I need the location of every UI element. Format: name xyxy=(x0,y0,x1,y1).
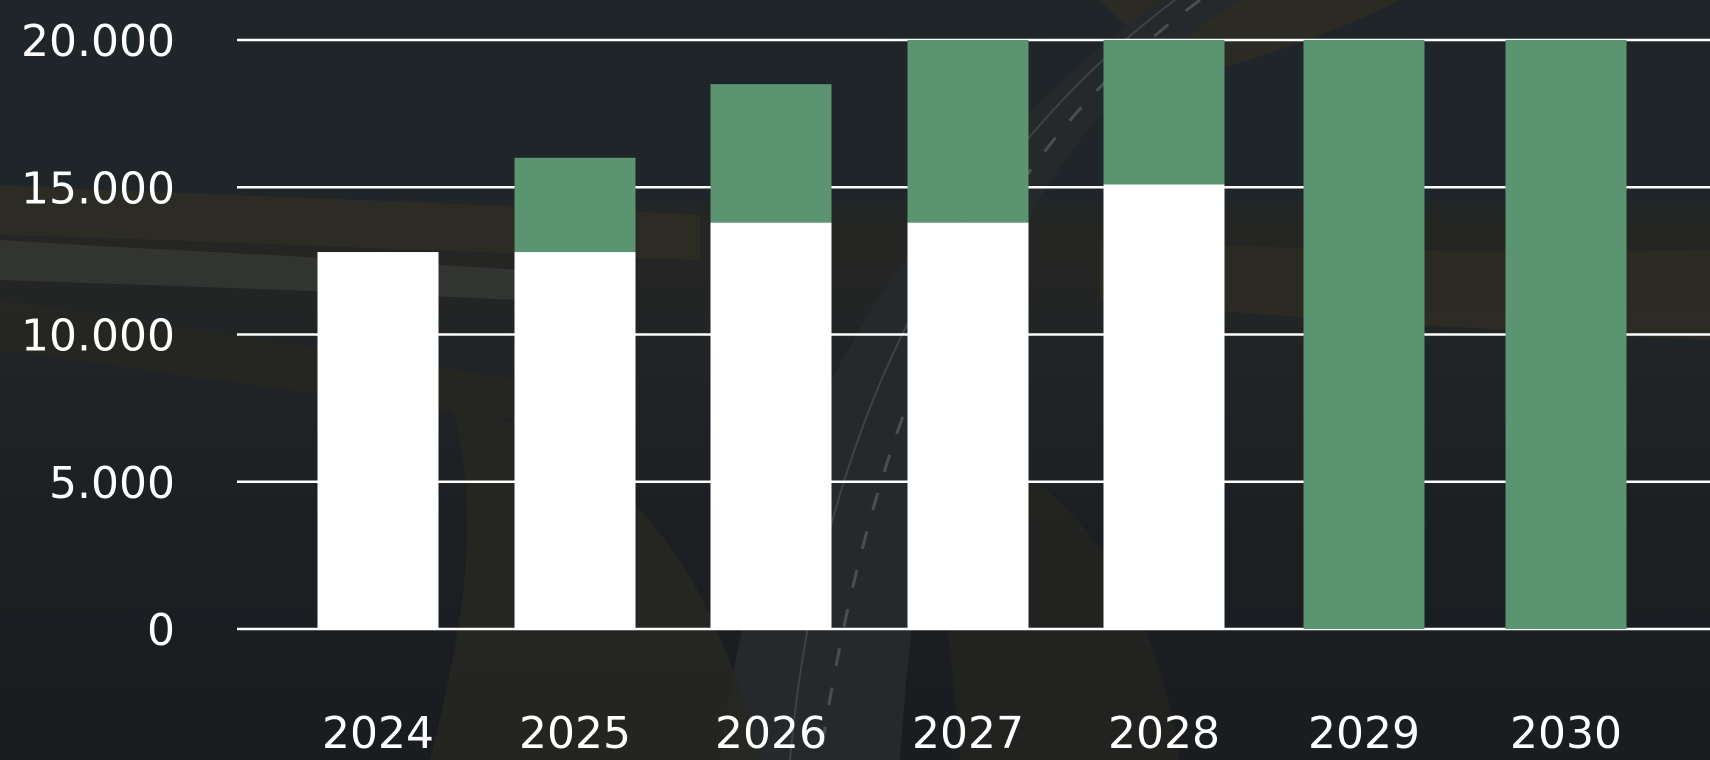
y-tick-label: 10.000 xyxy=(21,311,175,362)
x-tick-label: 2028 xyxy=(1108,708,1220,759)
x-tick-label: 2029 xyxy=(1308,708,1420,759)
bar-segment-2028-series-1 xyxy=(1103,184,1225,629)
x-axis-ticks: 2024 2025 2026 2027 2028 2029 2030 xyxy=(322,708,1622,759)
y-tick-label: 15.000 xyxy=(21,163,175,214)
bar-segment-2030-series-2 xyxy=(1505,40,1627,629)
x-tick-label: 2026 xyxy=(715,708,827,759)
bar-segment-2026-series-1 xyxy=(710,222,832,629)
y-tick-label: 0 xyxy=(147,605,175,656)
bar-segment-2027-series-1 xyxy=(907,222,1029,629)
bar-segment-2025-series-2 xyxy=(514,157,636,253)
x-tick-label: 2025 xyxy=(519,708,631,759)
x-tick-label: 2027 xyxy=(912,708,1024,759)
bar-segment-2028-series-2 xyxy=(1103,40,1225,185)
bar-segment-2027-series-2 xyxy=(907,40,1029,223)
x-tick-label: 2024 xyxy=(322,708,434,759)
bar-segment-2029-series-2 xyxy=(1303,40,1425,629)
bar-segment-2025-series-1 xyxy=(514,252,636,630)
bar-segment-2026-series-2 xyxy=(710,84,832,223)
bars xyxy=(317,40,1627,630)
y-tick-label: 5.000 xyxy=(49,458,175,509)
y-tick-label: 20.000 xyxy=(21,16,175,67)
bar-segment-2024-series-1 xyxy=(317,252,439,630)
y-axis-ticks: 0 5.000 10.000 15.000 20.000 xyxy=(21,16,175,656)
x-tick-label: 2030 xyxy=(1510,708,1622,759)
